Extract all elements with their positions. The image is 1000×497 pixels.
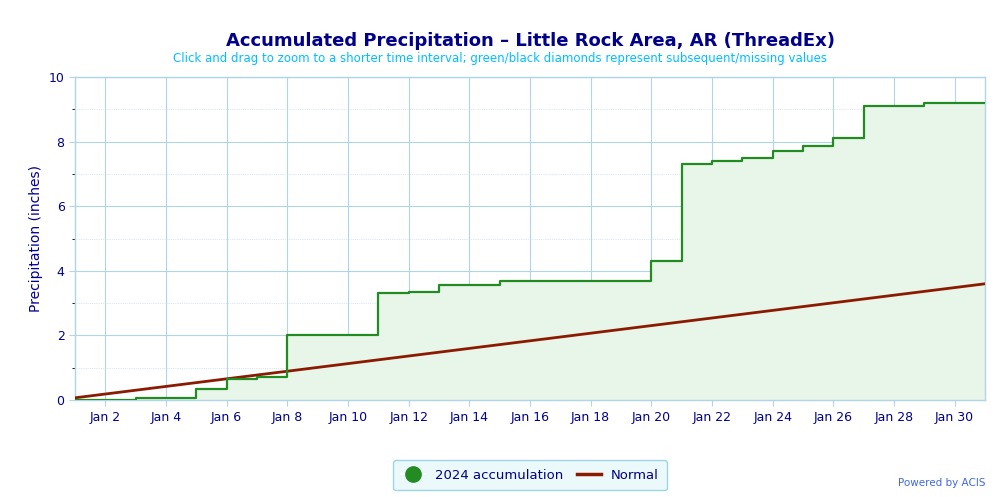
Y-axis label: Precipitation (inches): Precipitation (inches) [29,165,43,312]
Text: Click and drag to zoom to a shorter time interval; green/black diamonds represen: Click and drag to zoom to a shorter time… [173,52,827,65]
Text: Powered by ACIS: Powered by ACIS [898,478,985,488]
Legend: 2024 accumulation, Normal: 2024 accumulation, Normal [393,460,667,491]
Title: Accumulated Precipitation – Little Rock Area, AR (ThreadEx): Accumulated Precipitation – Little Rock … [226,32,834,51]
